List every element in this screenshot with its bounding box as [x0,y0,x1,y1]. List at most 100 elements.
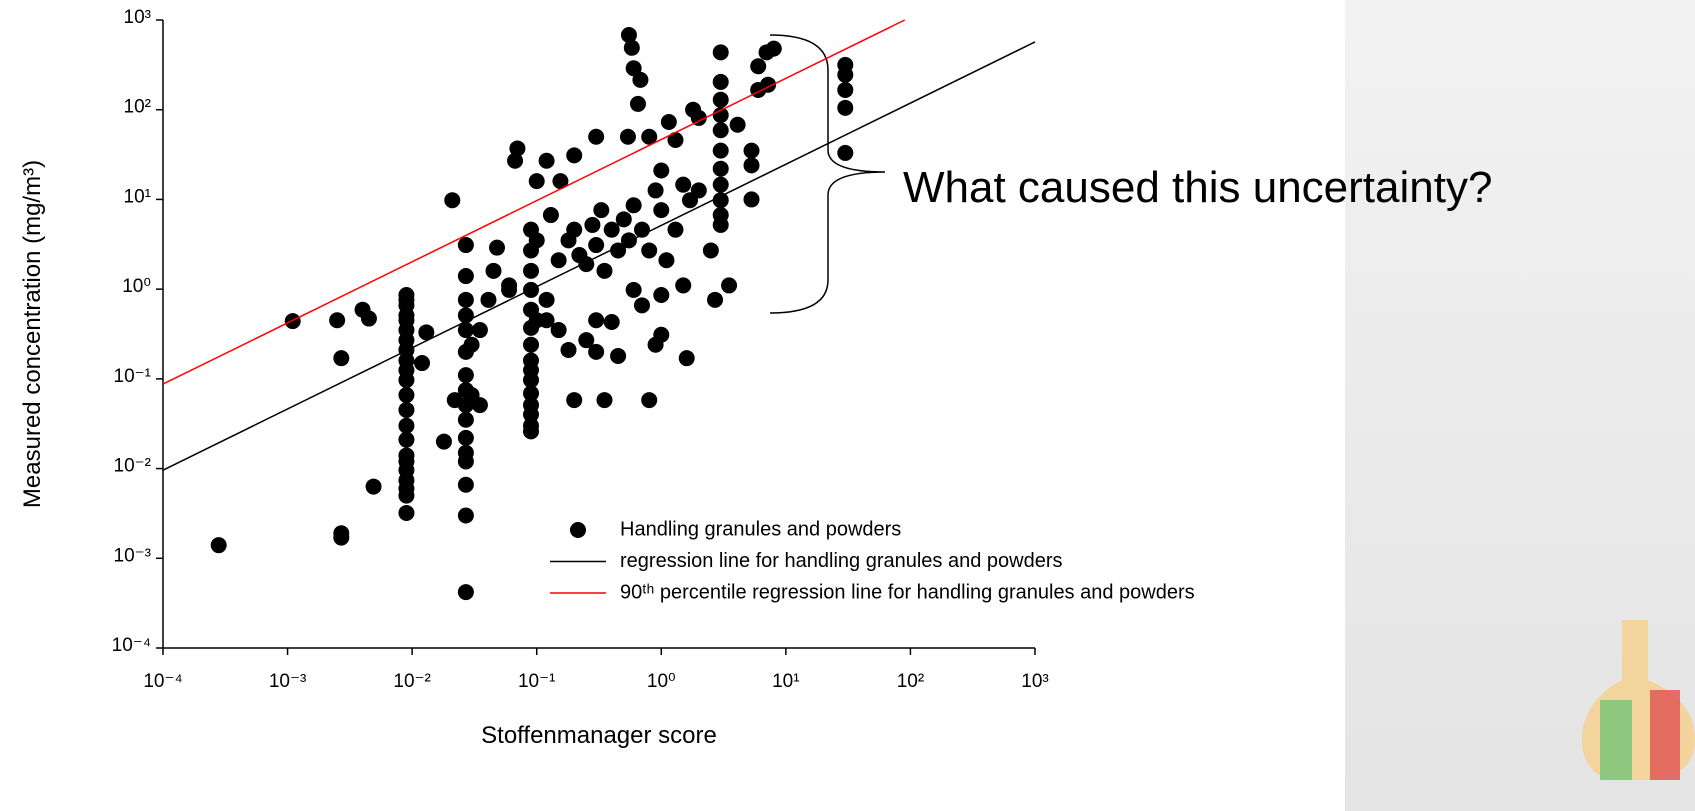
data-point [743,142,760,159]
data-point [446,392,463,409]
data-point [509,140,526,157]
data-point [588,237,605,254]
flask-decoration [1581,620,1695,780]
data-point [457,411,474,428]
data-point [542,207,559,224]
regression-line [162,19,906,385]
data-point [633,297,650,314]
data-point [625,60,642,77]
data-point [619,128,636,145]
data-point [603,221,620,238]
regression-line [162,41,1036,471]
data-point [615,211,632,228]
data-point [578,332,595,349]
data-point [523,406,540,423]
data-point [523,423,540,440]
data-point [620,232,637,249]
data-point [398,387,415,404]
data-point [596,392,613,409]
x-axis-title: Stoffenmanager score [481,722,717,749]
data-point [457,507,474,524]
y-tick-label: 10⁻² [114,456,152,477]
data-point [629,95,646,112]
data-point [523,372,540,389]
data-point [489,239,506,256]
data-point [729,116,746,133]
data-point [641,128,658,145]
data-point [333,350,350,367]
data-point [528,312,545,329]
data-point [418,324,435,341]
legend-label: 90ᵗʰ percentile regression line for hand… [620,581,1195,603]
y-tick-label: 10⁻¹ [114,366,152,387]
y-tick-label: 10⁻³ [114,545,152,566]
data-point [566,147,583,164]
data-point [463,387,480,404]
data-point [398,431,415,448]
data-point [588,343,605,360]
data-point [712,216,729,233]
data-point [414,355,431,372]
data-point [712,122,729,139]
data-point [620,27,637,44]
data-point [675,277,692,294]
data-point [712,142,729,159]
data-point [641,242,658,259]
data-point [653,202,670,219]
data-point [457,237,474,254]
data-point [603,314,620,331]
data-point [658,252,675,269]
data-point [457,268,474,285]
data-point [610,347,627,364]
data-point [528,173,545,190]
data-point [578,256,595,273]
data-point [685,101,702,118]
data-point [712,192,729,209]
data-point [837,66,854,83]
y-tick-label: 10¹ [124,186,151,207]
data-point [667,131,684,148]
data-point [457,322,474,339]
data-point [625,281,642,298]
data-point [593,202,610,219]
x-tick-label: 10⁻⁴ [143,671,182,692]
data-point [678,350,695,367]
legend-label: regression line for handling granules an… [620,550,1063,572]
data-point [329,312,346,329]
y-tick-label: 10⁻⁴ [112,635,151,656]
data-point [444,192,461,209]
legend-label: Handling granules and powders [620,518,901,540]
data-point [523,336,540,353]
data-point [632,71,649,88]
data-point [523,385,540,402]
data-point [538,152,555,169]
data-point [712,73,729,90]
data-point [463,336,480,353]
legend-marker [570,522,586,538]
data-point [333,529,350,546]
x-tick-label: 10² [897,671,924,692]
data-point [596,262,613,279]
data-point [457,584,474,601]
data-point [398,417,415,434]
data-point [485,262,502,279]
x-tick-label: 10⁻² [393,671,431,692]
data-point [501,281,518,298]
y-tick-label: 10² [124,97,151,118]
data-point [743,191,760,208]
x-tick-label: 10³ [1021,671,1048,692]
data-point [507,152,524,169]
data-point [550,252,567,269]
data-point [560,341,577,358]
data-point [837,99,854,116]
data-point [837,81,854,98]
data-point [610,242,627,259]
x-tick-label: 10⁰ [647,671,676,692]
y-axis-title: Measured concentration (mg/m³) [19,160,46,508]
data-point [647,182,664,199]
data-point [653,287,670,304]
data-point [360,310,377,327]
data-point [566,221,583,238]
data-point [712,107,729,124]
